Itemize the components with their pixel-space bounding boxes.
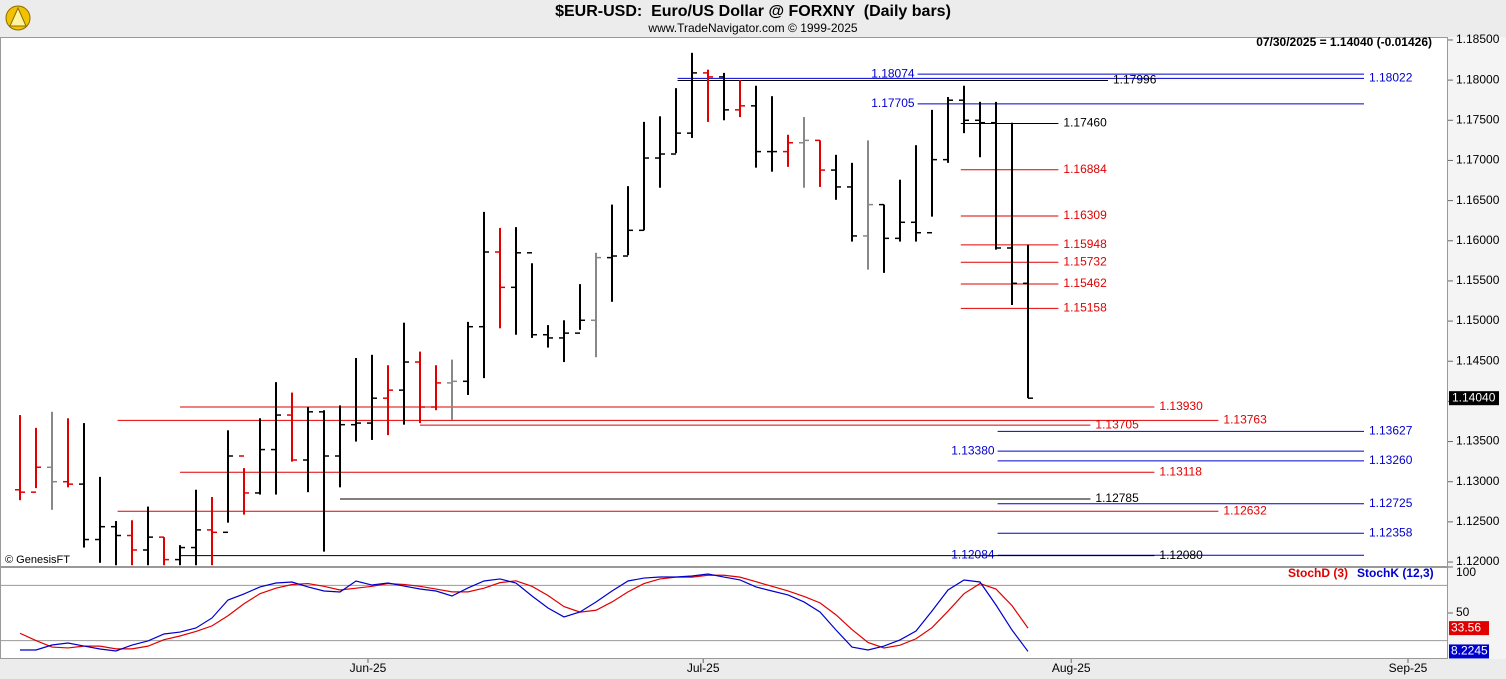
level-label: 1.15158 bbox=[1063, 301, 1107, 315]
y-tick-label: 50 bbox=[1456, 605, 1470, 619]
last-price-box bbox=[1449, 391, 1499, 406]
level-label: 1.16884 bbox=[1063, 162, 1107, 176]
y-tick-label: 1.16500 bbox=[1456, 193, 1500, 207]
source: © GenesisFT bbox=[5, 554, 70, 566]
legend-entry: StochK (12,3) bbox=[1357, 566, 1434, 580]
level-label: 1.13763 bbox=[1223, 413, 1267, 427]
level-label: 1.12358 bbox=[1369, 525, 1413, 539]
level-label: 1.12632 bbox=[1223, 503, 1267, 517]
x-tick-label: Sep-25 bbox=[1389, 661, 1428, 675]
x-tick-label: Jul-25 bbox=[687, 661, 720, 675]
y-tick-label: 1.16000 bbox=[1456, 233, 1500, 247]
level-label: 1.15732 bbox=[1063, 254, 1107, 268]
logo bbox=[5, 5, 31, 31]
last-value-box bbox=[1449, 621, 1489, 636]
y-tick-label: 1.17000 bbox=[1456, 153, 1500, 167]
stoch-panel bbox=[0, 567, 1448, 659]
y-tick-label: 1.12500 bbox=[1456, 514, 1500, 528]
level-label: 1.13380 bbox=[951, 443, 995, 457]
y-tick-label: 1.14500 bbox=[1456, 353, 1500, 367]
x-axis-bar bbox=[0, 659, 1506, 679]
last-value-label: 8.2245 bbox=[1451, 644, 1488, 658]
level-label: 1.18022 bbox=[1369, 71, 1413, 85]
y-tick-label: 1.15500 bbox=[1456, 273, 1500, 287]
stoch-line bbox=[19, 574, 1029, 650]
y-tick-label: 1.18500 bbox=[1456, 32, 1500, 46]
level-label: 1.12080 bbox=[1159, 548, 1203, 562]
level-label: 1.13705 bbox=[1095, 417, 1139, 431]
y-tick-label: 1.13000 bbox=[1456, 474, 1500, 488]
level-label: 1.13627 bbox=[1369, 424, 1413, 438]
level-label: 1.18074 bbox=[871, 66, 915, 80]
subtitle: www.TradeNavigator.com © 1999-2025 bbox=[647, 21, 857, 35]
annotation: 07/30/2025 = 1.14040 (-0.01426) bbox=[1256, 35, 1432, 49]
stoch-line bbox=[20, 573, 1029, 652]
y-tick-label: 100 bbox=[1456, 565, 1476, 579]
level-label: 1.17460 bbox=[1063, 116, 1107, 130]
level-label: 1.17705 bbox=[871, 96, 915, 110]
y-tick-label: 1.18000 bbox=[1456, 72, 1500, 86]
level-label: 1.12084 bbox=[951, 547, 995, 561]
level-label: 1.12725 bbox=[1369, 496, 1413, 510]
y-tick-label: 1.17500 bbox=[1456, 112, 1500, 126]
level-label: 1.15462 bbox=[1063, 276, 1107, 290]
x-tick-label: Jun-25 bbox=[350, 661, 387, 675]
level-label: 1.12785 bbox=[1095, 491, 1139, 505]
y-tick-label: 1.12000 bbox=[1456, 554, 1500, 568]
main-panel bbox=[0, 37, 1448, 567]
y-tick-label: 1.13500 bbox=[1456, 434, 1500, 448]
level-label: 1.13930 bbox=[1159, 399, 1203, 413]
last-price-label: 1.14040 bbox=[1452, 390, 1496, 404]
level-label: 1.13118 bbox=[1159, 464, 1202, 478]
level-label: 1.16309 bbox=[1063, 208, 1107, 222]
x-tick-label: Aug-25 bbox=[1052, 661, 1091, 675]
y-axis-bar bbox=[1448, 37, 1506, 659]
level-label: 1.13260 bbox=[1369, 453, 1413, 467]
legend-entry: StochD (3) bbox=[1288, 566, 1348, 580]
y-tick-label: 1.15000 bbox=[1456, 313, 1500, 327]
chart-title: $EUR-USD: Euro/US Dollar @ FORXNY (Daily… bbox=[555, 3, 951, 20]
title-bar bbox=[0, 0, 1506, 37]
last-value-label: 33.56 bbox=[1451, 620, 1481, 634]
level-label: 1.15948 bbox=[1063, 237, 1107, 251]
level-label: 1.17996 bbox=[1113, 73, 1157, 87]
last-value-box bbox=[1449, 644, 1489, 659]
